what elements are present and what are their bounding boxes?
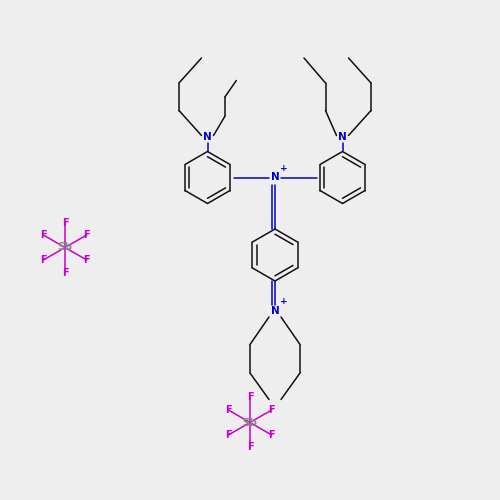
- Text: Sb: Sb: [242, 418, 258, 428]
- Text: N: N: [203, 132, 212, 141]
- Text: F: F: [225, 430, 232, 440]
- Text: F: F: [225, 405, 232, 415]
- Text: N: N: [270, 306, 280, 316]
- Text: F: F: [268, 405, 275, 415]
- Text: F: F: [84, 255, 90, 265]
- Text: F: F: [268, 430, 275, 440]
- Text: F: F: [40, 230, 46, 240]
- Text: F: F: [62, 218, 68, 228]
- Text: F: F: [246, 442, 254, 452]
- Text: F: F: [62, 268, 68, 278]
- Text: F: F: [84, 230, 90, 240]
- Text: N: N: [270, 172, 280, 182]
- Text: +: +: [280, 164, 288, 173]
- Text: N: N: [338, 132, 347, 141]
- Text: F: F: [246, 392, 254, 402]
- Text: +: +: [280, 298, 288, 306]
- Text: Sb: Sb: [58, 242, 72, 252]
- Text: F: F: [40, 255, 46, 265]
